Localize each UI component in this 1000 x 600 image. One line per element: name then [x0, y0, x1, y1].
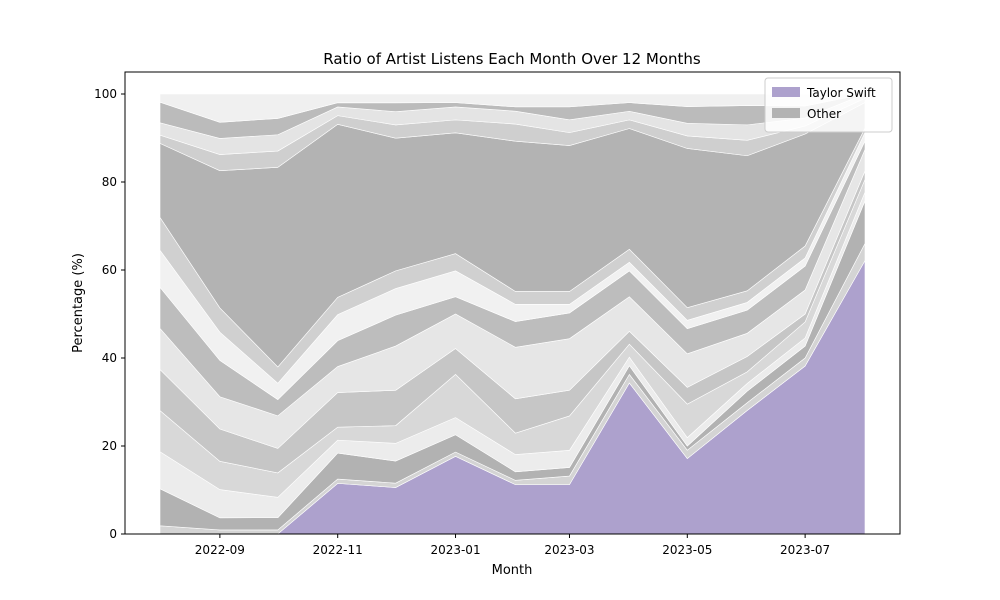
y-tick-label: 20: [102, 439, 117, 453]
y-tick-label: 100: [94, 87, 117, 101]
y-axis-ticks: 0 20 40 60 80 100: [94, 87, 125, 541]
x-tick-label: 2022-09: [195, 543, 245, 557]
legend-swatch: [772, 87, 800, 97]
x-axis-ticks: 2022-09 2022-11 2023-01 2023-03 2023-05 2023-…: [195, 534, 830, 557]
y-axis-label: Percentage (%): [71, 253, 86, 353]
legend-label: Taylor Swift: [806, 86, 876, 100]
y-tick-label: 80: [102, 175, 117, 189]
plot-frame: [124, 71, 901, 535]
area-layers: [159, 93, 866, 535]
y-tick-label: 60: [102, 263, 117, 277]
x-tick-label: 2022-11: [313, 543, 363, 557]
y-tick-label: 40: [102, 351, 117, 365]
chart-title: Ratio of Artist Listens Each Month Over …: [323, 50, 701, 68]
y-tick-label: 0: [109, 527, 117, 541]
x-tick-label: 2023-01: [430, 543, 480, 557]
x-axis-label: Month: [492, 563, 533, 578]
legend: Taylor Swift Other: [764, 77, 893, 133]
legend-swatch: [772, 108, 800, 118]
legend-label: Other: [807, 107, 841, 121]
x-tick-label: 2023-03: [544, 543, 594, 557]
x-tick-label: 2023-07: [780, 543, 830, 557]
x-tick-label: 2023-05: [662, 543, 712, 557]
